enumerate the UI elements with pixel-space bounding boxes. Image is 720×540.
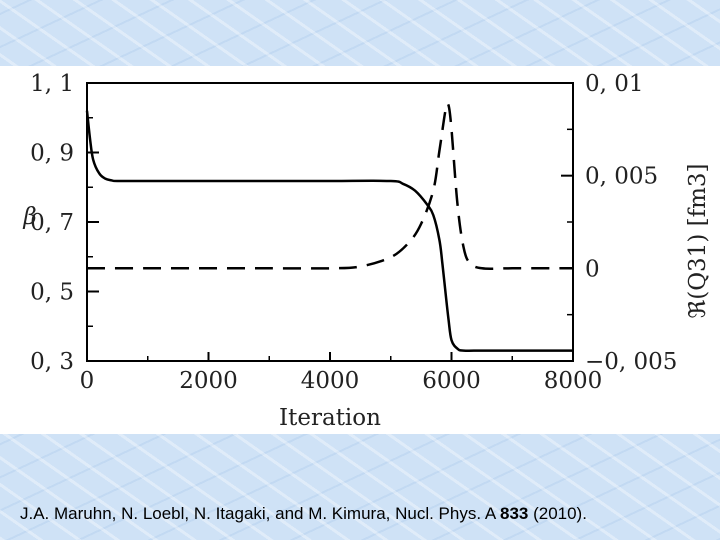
- x-tick-label: 4000: [301, 368, 360, 394]
- x-axis-label: Iteration: [279, 405, 381, 431]
- citation-authors: J.A. Maruhn, N. Loebl, N. Itagaki, and M…: [20, 504, 500, 523]
- x-tick-label: 0: [80, 368, 95, 394]
- y-right-axis-label: ℜ(Q31) [fm3]: [685, 163, 711, 318]
- y-left-tick-label: 1, 1: [30, 71, 74, 97]
- citation-text: J.A. Maruhn, N. Loebl, N. Itagaki, and M…: [20, 504, 587, 524]
- chart-panel: 0 2000 4000 6000 8000 0, 3 0, 5 0, 7 0, 9 1, 1 −0,…: [0, 66, 720, 434]
- series-group: [85, 102, 573, 352]
- y-right-tick-label: −0, 005: [585, 349, 677, 375]
- y-left-tick-label: 0, 3: [30, 349, 74, 375]
- y-right-tick-label: 0, 01: [585, 71, 644, 97]
- chart: 0 2000 4000 6000 8000 0, 3 0, 5 0, 7 0, 9 1, 1 −0,…: [22, 71, 711, 431]
- y-left-tick-label: 0, 7: [30, 210, 74, 236]
- y-left-axis-label: β: [22, 204, 36, 230]
- tick-labels-group: 0 2000 4000 6000 8000 0, 3 0, 5 0, 7 0, 9 1, 1 −0,…: [30, 71, 677, 394]
- series-line-solid: [85, 110, 573, 352]
- y-right-tick-label: 0: [585, 256, 600, 282]
- y-right-tick-label: 0, 005: [585, 164, 658, 190]
- y-left-tick-label: 0, 5: [30, 280, 74, 306]
- x-tick-label: 8000: [544, 368, 603, 394]
- x-tick-label: 2000: [179, 368, 238, 394]
- y-left-tick-label: 0, 9: [30, 141, 74, 167]
- series-line-dashed: [86, 102, 573, 270]
- x-tick-label: 6000: [422, 368, 481, 394]
- plot-frame: [86, 82, 574, 362]
- citation-volume: 833: [499, 504, 529, 523]
- citation-year: (2010).: [528, 504, 587, 523]
- ticks-group: [86, 82, 574, 362]
